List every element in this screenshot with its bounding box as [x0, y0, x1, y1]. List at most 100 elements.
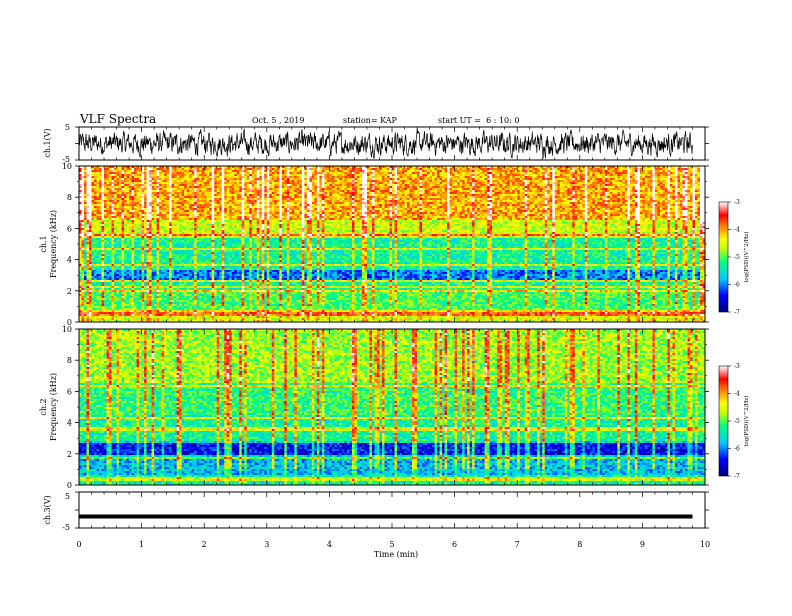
spectrogram-cell: [104, 218, 107, 221]
spectrogram-cell: [209, 216, 213, 219]
spectrogram-cell: [216, 200, 220, 203]
spectrogram-cell: [164, 200, 167, 203]
spectrogram-cell: [179, 260, 182, 263]
spectrogram-cell: [101, 176, 105, 179]
spectrogram-cell: [86, 280, 90, 283]
spectrogram-cell: [114, 170, 117, 173]
spectrogram-cell: [184, 168, 187, 171]
spectrogram-cell: [181, 204, 185, 207]
spectrogram-cell: [104, 316, 107, 319]
spectrogram-cell: [104, 222, 107, 225]
spectrogram-cell: [184, 256, 187, 259]
spectrogram-cell: [164, 172, 167, 175]
spectrogram-cell: [226, 250, 230, 253]
spectrogram-cell: [139, 292, 142, 295]
spectrogram-cell: [176, 206, 180, 209]
spectrogram-cell: [116, 194, 120, 197]
spectrogram-cell: [86, 316, 90, 319]
spectrogram-cell: [171, 282, 175, 285]
spectrogram-cell: [216, 312, 220, 315]
spectrogram-cell: [189, 240, 192, 243]
spectrogram-cell: [104, 198, 107, 201]
spectrogram-cell: [199, 280, 202, 283]
spectrogram-cell: [196, 220, 200, 223]
spectrogram-cell: [209, 298, 213, 301]
spectrogram-cell: [191, 290, 195, 293]
spectrogram-cell: [136, 194, 140, 197]
spectrogram-cell: [186, 166, 190, 169]
spectrogram-cell: [109, 290, 112, 293]
spectrogram-cell: [161, 212, 165, 215]
spectrogram-cell: [196, 178, 200, 181]
spectrogram-cell: [226, 258, 230, 261]
spectrogram-cell: [209, 302, 213, 305]
spectrogram-cell: [106, 308, 110, 311]
spectrogram-cell: [89, 288, 92, 291]
spectrogram-cell: [101, 168, 105, 171]
spectrogram-cell: [116, 198, 120, 201]
spectrogram-cell: [154, 208, 157, 211]
spectrogram-cell: [224, 284, 228, 287]
spectrogram-cell: [91, 234, 95, 237]
spectrogram-cell: [109, 270, 112, 273]
spectrogram-cell: [166, 244, 170, 247]
spectrogram-cell: [181, 198, 185, 201]
spectrogram-cell: [124, 286, 127, 289]
spectrogram-cell: [209, 250, 213, 253]
spectrogram-cell: [164, 310, 167, 313]
spectrogram-cell: [216, 178, 220, 181]
spectrogram-cell: [194, 172, 197, 175]
spectrogram-cell: [119, 234, 122, 237]
spectrogram-cell: [169, 182, 172, 185]
spectrogram-cell: [169, 316, 172, 319]
spectrogram-cell: [154, 194, 157, 197]
spectrogram-cell: [154, 270, 157, 273]
spectrogram-cell: [91, 240, 95, 243]
spectrogram-cell: [84, 242, 87, 245]
spectrogram-cell: [204, 228, 207, 231]
spectrogram-cell: [136, 220, 140, 223]
spectrogram-cell: [184, 320, 187, 322]
spectrogram-cell: [176, 194, 180, 197]
spectrogram-cell: [186, 236, 190, 239]
spectrogram-cell: [179, 248, 182, 251]
spectrogram-cell: [84, 230, 87, 233]
spectrogram-cell: [104, 236, 107, 239]
spectrogram-cell: [204, 178, 207, 181]
spectrogram-cell: [111, 300, 115, 303]
spectrogram-cell: [94, 262, 97, 265]
spectrogram-cell: [121, 280, 125, 283]
spectrogram-cell: [114, 290, 117, 293]
spectrogram-cell: [116, 310, 120, 313]
spectrogram-cell: [219, 298, 223, 301]
spectrogram-cell: [236, 224, 240, 227]
spectrogram-cell: [219, 278, 223, 281]
spectrogram-cell: [114, 202, 117, 205]
spectrogram-cell: [84, 166, 87, 169]
spectrogram-cell: [229, 306, 233, 309]
spectrogram-cell: [114, 210, 117, 213]
spectrogram-cell: [156, 304, 160, 307]
spectrogram-cell: [99, 200, 102, 203]
spectrogram-cell: [156, 318, 160, 321]
spectrogram-cell: [101, 180, 105, 183]
spectrogram-cell: [144, 244, 147, 247]
spectrogram-cell: [166, 280, 170, 283]
spectrogram-cell: [166, 312, 170, 315]
spectrogram-cell: [194, 166, 197, 169]
spectrogram-cell: [186, 278, 190, 281]
spectrogram-cell: [139, 202, 142, 205]
spectrogram-cell: [136, 268, 140, 271]
spectrogram-cell: [166, 248, 170, 251]
spectrogram-cell: [154, 266, 157, 269]
spectrogram-cell: [81, 232, 85, 235]
spectrogram-cell: [81, 238, 85, 241]
spectrogram-cell: [174, 184, 177, 187]
spectrogram-cell: [201, 226, 205, 229]
spectrogram-cell: [101, 292, 105, 295]
spectrogram-cell: [134, 226, 137, 229]
spectrogram-cell: [81, 186, 85, 189]
spectrogram-cell: [234, 230, 238, 233]
spectrogram-cell: [104, 262, 107, 265]
spectrogram-cell: [126, 192, 130, 195]
